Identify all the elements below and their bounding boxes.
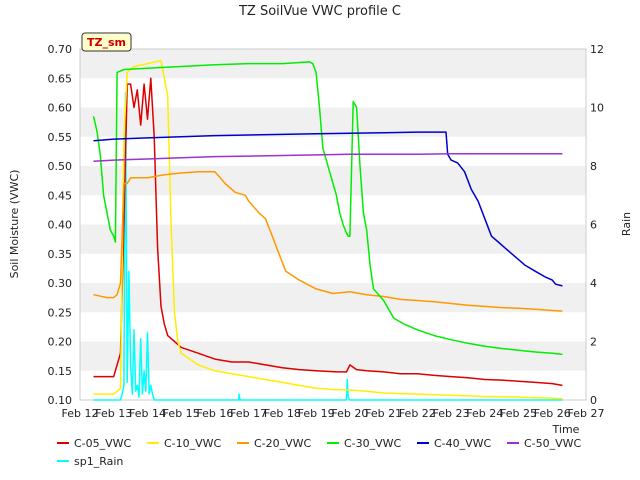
- y2-axis-label: Rain: [620, 212, 633, 236]
- x-tick-label: Feb 20: [331, 407, 368, 420]
- legend: C-05_VWC C-10_VWC C-20_VWC C-30_VWC C-40_VWC…: [57, 437, 582, 468]
- x-tick-label: Feb 17: [230, 407, 267, 420]
- y-tick-label: 0.55: [48, 131, 73, 144]
- grid-bands: [80, 49, 586, 400]
- grid-band: [80, 224, 586, 254]
- x-tick-label: Feb 27: [568, 407, 605, 420]
- x-tick-label: Feb 19: [298, 407, 335, 420]
- legend-label: C-30_VWC: [344, 437, 402, 450]
- y2-tick-label: 2: [590, 336, 597, 349]
- x-tick-label: Feb 18: [264, 407, 301, 420]
- grid-band: [80, 253, 586, 283]
- y2-tick-label: 6: [590, 219, 597, 232]
- y2-tick-label: 12: [590, 43, 604, 56]
- legend-label: sp1_Rain: [74, 455, 123, 468]
- y2-tick-label: 8: [590, 160, 597, 173]
- grid-band: [80, 370, 586, 400]
- y-tick-label: 0.20: [48, 336, 73, 349]
- y-tick-label: 0.30: [48, 277, 73, 290]
- y-axis-ticks: 0.10 0.15 0.20 0.25 0.30 0.35 0.40 0.45 0.50 0.55…: [48, 43, 73, 407]
- legend-label: C-20_VWC: [254, 437, 312, 450]
- x-tick-label: Feb 23: [433, 407, 470, 420]
- legend-label: C-40_VWC: [434, 437, 492, 450]
- x-tick-label: Feb 26: [534, 407, 571, 420]
- y-tick-label: 0.45: [48, 189, 73, 202]
- x-tick-label: Feb 14: [129, 407, 166, 420]
- y-tick-label: 0.50: [48, 160, 73, 173]
- series-line-c-40-vwc: [93, 131, 563, 287]
- grid-band: [80, 49, 586, 79]
- series-line-c-20-vwc: [93, 171, 563, 312]
- x-tick-label: Feb 22: [399, 407, 436, 420]
- grid-band: [80, 195, 586, 225]
- y-axis-label: Soil Moisture (VWC): [8, 170, 21, 279]
- y-tick-label: 0.70: [48, 43, 73, 56]
- grid-band: [80, 78, 586, 108]
- chart-title: TZ SoilVue VWC profile C: [238, 4, 401, 19]
- station-badge: TZ_sm: [81, 32, 132, 52]
- y-tick-label: 0.35: [48, 248, 73, 261]
- legend-label: C-10_VWC: [164, 437, 222, 450]
- grid-band: [80, 136, 586, 166]
- grid-band: [80, 312, 586, 342]
- x-tick-label: Feb 21: [365, 407, 402, 420]
- series-line-sp1-rain: [93, 92, 563, 401]
- y-tick-label: 0.40: [48, 219, 73, 232]
- series-line-c-30-vwc: [92, 61, 563, 356]
- x-tick-label: Feb 24: [466, 407, 503, 420]
- x-tick-label: Feb 13: [95, 407, 132, 420]
- x-tick-label: Feb 15: [163, 407, 200, 420]
- y-tick-label: 0.65: [48, 72, 73, 85]
- series-layer: [92, 59, 563, 401]
- series-line-c-10-vwc: [93, 59, 563, 400]
- x-tick-label: Feb 12: [62, 407, 99, 420]
- y2-tick-label: 10: [590, 102, 604, 115]
- legend-label: C-50_VWC: [524, 437, 582, 450]
- x-axis-label: Time: [552, 423, 580, 436]
- y-tick-label: 0.15: [48, 365, 73, 378]
- legend-label: C-05_VWC: [74, 437, 132, 450]
- series-line-c-50-vwc: [93, 152, 563, 163]
- grid-band: [80, 107, 586, 137]
- y2-tick-label: 0: [590, 394, 597, 407]
- y-tick-label: 0.60: [48, 102, 73, 115]
- grid-band: [80, 341, 586, 371]
- y2-axis-ticks: 0 2 4 6 8 10 12: [590, 43, 604, 407]
- grid-band: [80, 166, 586, 196]
- x-tick-label: Feb 25: [500, 407, 537, 420]
- x-tick-label: Feb 16: [196, 407, 233, 420]
- y2-tick-label: 4: [590, 277, 597, 290]
- y-tick-label: 0.10: [48, 394, 73, 407]
- y-tick-label: 0.25: [48, 306, 73, 319]
- series-line-c-05-vwc: [93, 77, 563, 387]
- badge-label: TZ_sm: [87, 36, 126, 49]
